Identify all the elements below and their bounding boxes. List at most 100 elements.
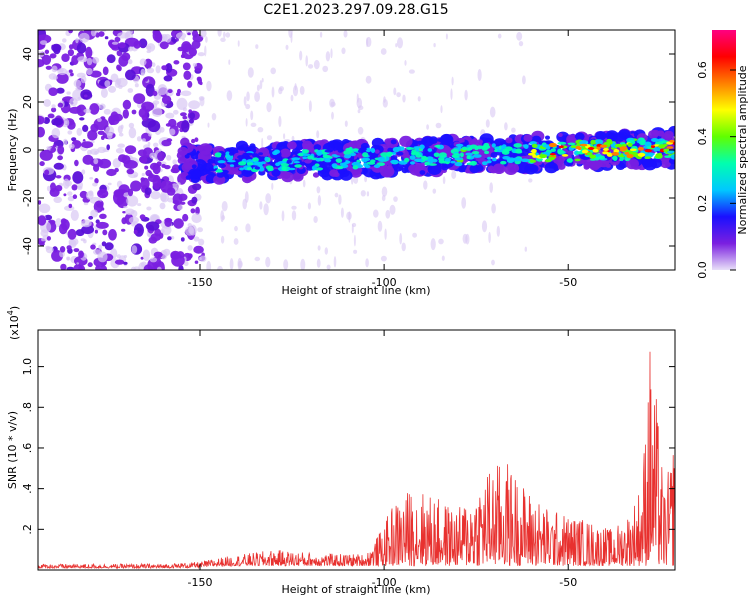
spectrogram-ridge-blob: [557, 162, 566, 170]
spectrogram-speckle: [191, 196, 198, 204]
snr-y-multiplier-base: (x10: [8, 315, 21, 340]
spectrogram-speckle: [80, 238, 86, 242]
spectrogram-speckle: [358, 105, 364, 110]
spectrogram-speckle: [325, 51, 331, 62]
spectrogram-ridge-core: [404, 157, 410, 163]
spectrogram-speckle: [491, 203, 496, 214]
spectrogram-speckle: [319, 31, 323, 38]
spectrogram-ridge-blob: [664, 130, 674, 139]
spectrogram-ridge-blob: [613, 132, 626, 142]
spectrogram-image: [38, 30, 675, 270]
spectrogram-x-ticks: -150 -100 -50: [188, 30, 577, 289]
spectrogram-speckle: [152, 100, 160, 105]
spectrogram-ridge-blob: [465, 169, 471, 174]
spectrogram-speckle: [353, 234, 356, 247]
spectrogram-speckle: [97, 117, 102, 122]
spectrogram-speckle: [144, 165, 149, 170]
spectrogram-ridge-peak: [666, 146, 674, 149]
spectrogram-speckle: [187, 245, 193, 251]
spectrogram-ridge-blob: [488, 165, 494, 170]
spectrogram-ridge-core: [302, 156, 308, 160]
spectrogram-ridge-core: [337, 149, 343, 153]
spectrogram-speckle: [317, 245, 321, 251]
spectrogram-speckle: [63, 193, 67, 197]
spectrogram-speckle: [242, 198, 247, 210]
spectrogram-speckle: [228, 59, 231, 65]
spectrogram-x-tick-label: -150: [188, 276, 213, 289]
spectrogram-ridge-core: [409, 155, 416, 160]
spectrogram-speckle: [245, 223, 251, 233]
spectrogram-ridge-core: [483, 142, 490, 148]
spectrogram-speckle: [193, 236, 200, 242]
spectrogram-speckle: [69, 97, 78, 107]
spectrogram-ridge-core: [413, 146, 422, 149]
spectrogram-speckle: [180, 237, 185, 242]
spectrogram-ridge-peak: [611, 152, 620, 156]
spectrogram-speckle: [198, 257, 202, 261]
spectrogram-speckle: [164, 165, 171, 170]
spectrogram-ridge-core: [229, 164, 235, 167]
spectrogram-speckle: [49, 187, 60, 197]
spectrogram-speckle: [96, 221, 109, 229]
spectrogram-speckle: [294, 83, 297, 91]
spectrogram-ridge-core: [229, 151, 234, 156]
spectrogram-speckle: [138, 107, 148, 118]
spectrogram-speckle: [226, 90, 233, 101]
spectrogram-speckle: [39, 242, 45, 246]
spectrogram-speckle: [48, 87, 58, 96]
spectrogram-speckle: [381, 186, 388, 197]
spectrogram-speckle: [146, 67, 155, 74]
spectrogram-speckle: [160, 229, 165, 234]
spectrogram-speckle: [123, 255, 128, 258]
spectrogram-ridge-core: [396, 146, 405, 152]
spectrogram-speckle: [237, 40, 240, 47]
spectrogram-speckle: [393, 196, 398, 202]
spectrogram-speckle: [150, 191, 161, 200]
spectrogram-speckle: [152, 163, 161, 175]
spectrogram-speckle: [153, 251, 163, 258]
spectrogram-ridge-core: [472, 154, 482, 158]
spectrogram-ridge-core: [266, 161, 276, 165]
spectrogram-ridge-peak: [548, 142, 557, 148]
spectrogram-ridge-core: [501, 149, 510, 154]
spectrogram-speckle: [71, 55, 79, 66]
spectrogram-ridge-core: [544, 159, 552, 163]
spectrogram-speckle: [106, 54, 116, 64]
spectrogram-ridge-core: [482, 161, 488, 166]
spectrogram-speckle: [259, 201, 263, 210]
spectrogram-speckle: [188, 118, 194, 124]
spectrogram-speckle: [516, 31, 523, 41]
spectrogram-speckle: [524, 246, 527, 252]
spectrogram-speckle: [92, 57, 100, 64]
spectrogram-speckle: [118, 42, 126, 49]
spectrogram-speckle: [97, 251, 108, 263]
spectrogram-ridge-blob: [605, 163, 612, 168]
spectrogram-speckle: [93, 158, 99, 165]
spectrogram-speckle: [70, 72, 74, 77]
spectrogram-speckle: [123, 160, 138, 169]
spectrogram-speckle: [291, 205, 297, 210]
spectrogram-speckle: [163, 33, 172, 43]
spectrogram-speckle: [180, 112, 187, 117]
spectrogram-ridge-peak: [658, 144, 666, 149]
spectrogram-y-tick-label: -20: [21, 189, 34, 207]
spectrogram-speckle: [51, 104, 56, 109]
spectrogram-ridge-blob: [523, 134, 533, 142]
spectrogram-speckle: [41, 238, 46, 242]
spectrogram-ridge-core: [207, 158, 216, 164]
spectrogram-ridge-core: [424, 161, 430, 166]
spectrogram-ridge-core: [254, 161, 259, 164]
spectrogram-speckle: [450, 88, 453, 100]
spectrogram-speckle: [66, 91, 71, 95]
spectrogram-speckle: [140, 177, 145, 182]
spectrogram-speckle: [154, 228, 162, 237]
snr-series-line: [38, 351, 675, 570]
spectrogram-speckle: [173, 60, 180, 65]
spectrogram-speckle: [141, 138, 146, 142]
spectrogram-speckle: [123, 205, 128, 209]
spectrogram-speckle: [245, 103, 251, 110]
snr-x-tick-label: -150: [188, 576, 213, 589]
spectrogram-speckle: [270, 67, 277, 75]
spectrogram-speckle: [163, 75, 173, 82]
spectrogram-ridge-blob: [458, 138, 465, 144]
